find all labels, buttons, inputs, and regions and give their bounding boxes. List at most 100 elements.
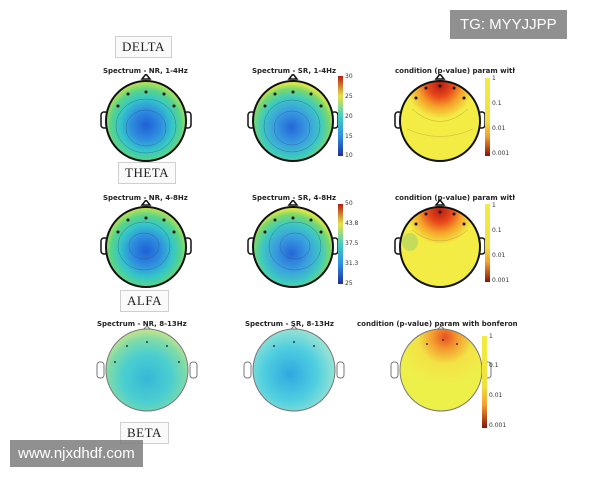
tick-theta-p-3: 0.001 — [492, 277, 510, 284]
tick-delta-sr-1: 25 — [345, 93, 353, 100]
tick-theta-p-0: 1 — [492, 202, 496, 209]
electrode — [273, 92, 277, 96]
sr-title-alfa: Spectrum - SR, 8-13Hz — [245, 320, 334, 328]
topomap-theta-nr — [100, 200, 192, 288]
electrode — [313, 345, 315, 347]
colorbar-delta-sr — [338, 76, 343, 156]
contour — [406, 128, 474, 137]
electrode — [291, 216, 295, 220]
right-ear — [189, 361, 198, 379]
tick-theta-p-2: 0.01 — [492, 252, 506, 259]
tick-theta-sr-1: 43.8 — [345, 220, 359, 227]
left-ear — [390, 361, 399, 379]
watermark-top-right: TG: MYYJJPP — [450, 10, 567, 39]
electrode — [263, 230, 267, 234]
nose — [434, 74, 446, 80]
electrode — [178, 361, 180, 363]
contour — [117, 221, 171, 271]
topomap-delta-pvalue — [394, 74, 486, 162]
tick-delta-sr-3: 15 — [345, 133, 353, 140]
tick-delta-p-0: 1 — [492, 75, 496, 82]
topomap-delta-sr — [247, 74, 339, 162]
scalp — [105, 206, 187, 288]
electrode — [146, 341, 148, 343]
electrode — [166, 345, 168, 347]
electrode — [309, 92, 313, 96]
electrode — [263, 104, 267, 108]
colorbar-theta-sr — [338, 204, 343, 284]
contour — [263, 99, 321, 153]
electrode — [456, 343, 458, 345]
band-label-alfa: ALFA — [120, 290, 169, 312]
electrode — [144, 216, 148, 220]
band-label-delta: DELTA — [115, 36, 172, 58]
tick-delta-sr-4: 10 — [345, 152, 353, 159]
contour — [268, 221, 322, 271]
electrode — [438, 210, 442, 214]
electrode — [309, 218, 313, 222]
nose — [287, 200, 299, 206]
electrode — [116, 230, 120, 234]
nose — [434, 200, 446, 206]
tick-alfa-p-0: 1 — [489, 333, 493, 340]
scalp — [399, 206, 481, 288]
tick-alfa-p-3: 0.001 — [489, 422, 507, 429]
topomap-theta-sr — [247, 200, 339, 288]
electrode — [172, 104, 176, 108]
electrode — [319, 230, 323, 234]
scalp — [252, 206, 334, 288]
electrode — [162, 92, 166, 96]
nose — [140, 200, 152, 206]
tick-theta-sr-4: 25 — [345, 280, 353, 287]
contour — [411, 108, 469, 122]
scalp — [399, 80, 481, 162]
contour — [279, 232, 311, 260]
tick-delta-p-2: 0.01 — [492, 125, 506, 132]
nr-title-alfa: Spectrum - NR, 8-13Hz — [97, 320, 187, 328]
tick-delta-sr-2: 20 — [345, 113, 353, 120]
electrode — [126, 345, 128, 347]
right-ear — [336, 361, 345, 379]
topomap-alfa-nr — [96, 326, 198, 412]
electrode — [273, 218, 277, 222]
topomap-alfa-pvalue — [390, 326, 492, 412]
electrode — [442, 339, 444, 341]
left-ear — [243, 361, 252, 379]
electrode — [162, 218, 166, 222]
electrode — [424, 86, 428, 90]
scalp — [252, 328, 336, 412]
electrode — [126, 218, 130, 222]
electrode — [452, 212, 456, 216]
electrode — [114, 361, 116, 363]
p-title-theta: condition (p-value) param with bonferoni — [395, 194, 515, 202]
electrode — [293, 341, 295, 343]
topomap-alfa-sr — [243, 326, 345, 412]
electrode — [462, 222, 466, 226]
tick-theta-sr-3: 31.3 — [345, 260, 359, 267]
tick-delta-p-1: 0.1 — [492, 100, 502, 107]
nose — [287, 74, 299, 80]
scalp — [105, 328, 189, 412]
colorbar-alfa-pvalue — [482, 336, 487, 428]
contour — [273, 110, 311, 146]
nr-title-delta: Spectrum - NR, 1-4Hz — [103, 67, 188, 75]
sr-title-theta: Spectrum - SR, 4-8Hz — [252, 194, 337, 202]
band-label-beta: BETA — [120, 422, 169, 444]
band-label-theta: THETA — [118, 162, 177, 184]
topomap-delta-nr — [100, 74, 192, 162]
tick-alfa-p-1: 0.1 — [489, 362, 499, 369]
electrode — [172, 230, 176, 234]
nr-title-theta: Spectrum - NR, 4-8Hz — [103, 194, 188, 202]
tick-theta-p-1: 0.1 — [492, 227, 502, 234]
contour — [128, 232, 160, 260]
green-patch — [402, 233, 418, 251]
electrode — [116, 104, 120, 108]
electrode — [414, 96, 418, 100]
electrode — [452, 86, 456, 90]
contour — [411, 229, 469, 242]
electrode — [273, 345, 275, 347]
p-title-delta: condition (p-value) param with bonferoni — [395, 67, 515, 75]
scalp — [252, 80, 334, 162]
electrode — [126, 92, 130, 96]
colorbar-delta-pvalue — [485, 78, 490, 156]
